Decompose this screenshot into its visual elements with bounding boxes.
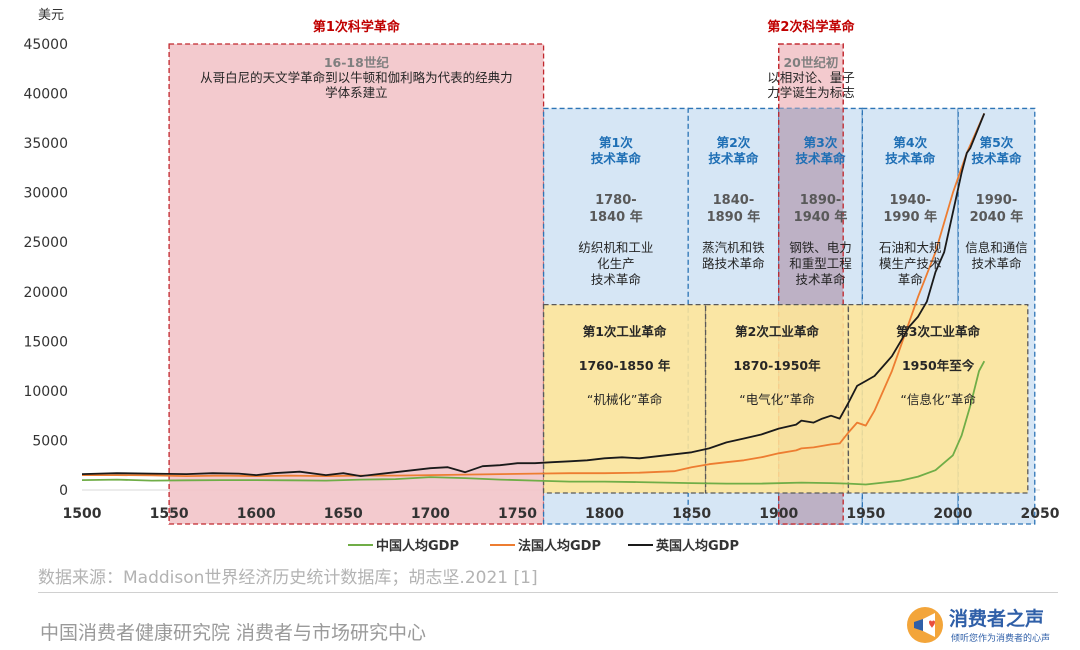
- y-tick-label-15000: 15000: [23, 334, 68, 350]
- y-tick-label-30000: 30000: [23, 186, 68, 202]
- tech-revolution-title-5-1: 第5次: [980, 135, 1014, 150]
- gdp-history-chart: 第1次科学革命 16-18世纪从哥白尼的天文学革命到以牛顿和伽利略为代表的经典力学…: [23, 8, 1060, 554]
- industrial-revolution-desc-1: “机械化”革命: [587, 392, 663, 407]
- tech-revolution-period-1-2: 1840 年: [589, 209, 643, 225]
- science-revolution-box-2-border: [778, 43, 844, 525]
- tech-revolution-desc-4-3: 革命: [898, 272, 924, 287]
- tech-revolution-title-1-2: 技术革命: [591, 151, 642, 166]
- tech-revolution-title-4-2: 技术革命: [885, 151, 936, 166]
- tech-revolution-desc-5-2: 技术革命: [971, 256, 1022, 271]
- industrial-revolution-title-2: 第2次工业革命: [735, 324, 819, 339]
- x-tick-label-1500: 1500: [63, 506, 102, 522]
- tech-revolution-desc-1-2: 化生产: [597, 256, 635, 271]
- x-tick-label-1950: 1950: [846, 506, 885, 522]
- legend-label-china: 中国人均GDP: [376, 538, 459, 554]
- y-axis-unit-label: 美元: [38, 8, 64, 23]
- tech-revolution-title-2-1: 第2次: [717, 135, 751, 150]
- tech-revolution-period-1-1: 1780-: [595, 193, 637, 208]
- tech-revolution-title-3-2: 技术革命: [796, 151, 847, 166]
- x-tick-label-1550: 1550: [150, 506, 189, 522]
- x-tick-label-1650: 1650: [324, 506, 363, 522]
- tech-revolution-desc-1-3: 技术革命: [591, 272, 642, 287]
- x-tick-label-1900: 1900: [759, 506, 798, 522]
- y-tick-label-20000: 20000: [23, 285, 68, 301]
- y-tick-label-10000: 10000: [23, 384, 68, 400]
- series-line-china: [81, 360, 986, 486]
- x-tick-label-1800: 1800: [585, 506, 624, 522]
- y-tick-label-0: 0: [59, 483, 68, 499]
- brand-name: 消费者之声: [949, 608, 1045, 630]
- tech-revolution-desc-4-2: 模生产技术: [879, 256, 942, 271]
- industrial-revolution-desc-2: “电气化”革命: [739, 392, 815, 407]
- x-tick-label-1600: 1600: [237, 506, 276, 522]
- tech-revolution-title-4-1: 第4次: [893, 135, 927, 150]
- y-tick-label-45000: 45000: [23, 37, 68, 53]
- tech-revolution-desc-3-2: 和重型工程: [789, 256, 852, 271]
- y-tick-label-25000: 25000: [23, 235, 68, 251]
- legend-label-uk: 英国人均GDP: [655, 538, 739, 554]
- series-line-uk: [81, 113, 986, 478]
- brand-tagline: 倾听您作为消费者的心声: [951, 634, 1051, 644]
- science-revolution-desc-2-2: 力学诞生为标志: [767, 85, 855, 100]
- y-tick-label-5000: 5000: [32, 433, 68, 449]
- y-tick-label-35000: 35000: [23, 136, 68, 152]
- tech-revolution-period-3-2: 1940 年: [794, 209, 848, 225]
- tech-revolution-desc-3-3: 技术革命: [796, 272, 847, 287]
- footer-divider: [38, 592, 1058, 593]
- megaphone-heart-icon: [907, 607, 943, 643]
- industrial-revolution-title-3: 第3次工业革命: [896, 324, 980, 339]
- industrial-revolution-period-2: 1870-1950年: [733, 358, 821, 373]
- tech-revolution-period-5-1: 1990-: [976, 193, 1018, 208]
- x-tick-label-1700: 1700: [411, 506, 450, 522]
- science-revolution-desc-1-1: 从哥白尼的天文学革命到以牛顿和伽利略为代表的经典力: [200, 70, 513, 85]
- industrial-revolution-desc-3: “信息化”革命: [900, 392, 976, 407]
- science-revolution-title-1: 第1次科学革命: [313, 19, 401, 35]
- x-tick-label-1850: 1850: [672, 506, 711, 522]
- tech-revolution-period-2-2: 1890 年: [707, 209, 761, 225]
- footer-organization: 中国消费者健康研究院 消费者与市场研究中心: [40, 622, 427, 644]
- y-tick-label-40000: 40000: [23, 87, 68, 103]
- x-tick-label-2050: 2050: [1021, 506, 1060, 522]
- tech-revolution-title-1-1: 第1次: [599, 135, 633, 150]
- science-revolution-desc-2-1: 以相对论、量子: [767, 70, 855, 85]
- tech-revolution-period-4-2: 1990 年: [883, 209, 937, 225]
- x-tick-label-1750: 1750: [498, 506, 537, 522]
- tech-revolution-desc-2-2: 路技术革命: [702, 256, 765, 271]
- science-revolution-box-1: [168, 43, 545, 525]
- tech-revolution-period-4-1: 1940-: [889, 193, 931, 208]
- tech-revolution-desc-3-1: 钢铁、电力: [789, 240, 852, 255]
- legend-label-france: 法国人均GDP: [518, 538, 601, 554]
- tech-revolution-period-3-1: 1890-: [800, 193, 842, 208]
- industrial-revolution-period-3: 1950年至今: [902, 358, 975, 373]
- science-revolution-desc-1-2: 学体系建立: [325, 85, 388, 100]
- science-revolution-period-2: 20世纪初: [783, 55, 838, 70]
- tech-revolution-period-5-2: 2040 年: [970, 209, 1024, 225]
- x-tick-label-2000: 2000: [933, 506, 972, 522]
- industrial-revolution-title-1: 第1次工业革命: [583, 324, 667, 339]
- tech-revolution-period-2-1: 1840-: [713, 193, 755, 208]
- science-revolution-title-2: 第2次科学革命: [767, 19, 855, 35]
- tech-revolution-title-3-1: 第3次: [804, 135, 838, 150]
- series-line-france: [82, 113, 986, 478]
- data-source-note: 数据来源：Maddison世界经济历史统计数据库；胡志坚.2021 [1]: [38, 568, 538, 588]
- tech-revolution-title-2-2: 技术革命: [708, 151, 759, 166]
- tech-revolution-desc-5-1: 信息和通信: [965, 240, 1028, 255]
- tech-revolution-desc-2-1: 蒸汽机和铁: [702, 240, 765, 255]
- chart-legend: 中国人均GDP 法国人均GDP 英国人均GDP: [348, 538, 739, 554]
- industrial-revolution-period-1: 1760-1850 年: [579, 358, 671, 373]
- science-revolution-period-1: 16-18世纪: [324, 55, 389, 70]
- tech-revolution-desc-4-1: 石油和大规: [879, 240, 942, 255]
- tech-revolution-desc-1-1: 纺织机和工业: [578, 240, 653, 255]
- tech-revolution-title-5-2: 技术革命: [971, 151, 1022, 166]
- brand-logo: 消费者之声 倾听您作为消费者的心声: [905, 603, 1065, 647]
- industrial-revolution-box-3: [847, 304, 1029, 494]
